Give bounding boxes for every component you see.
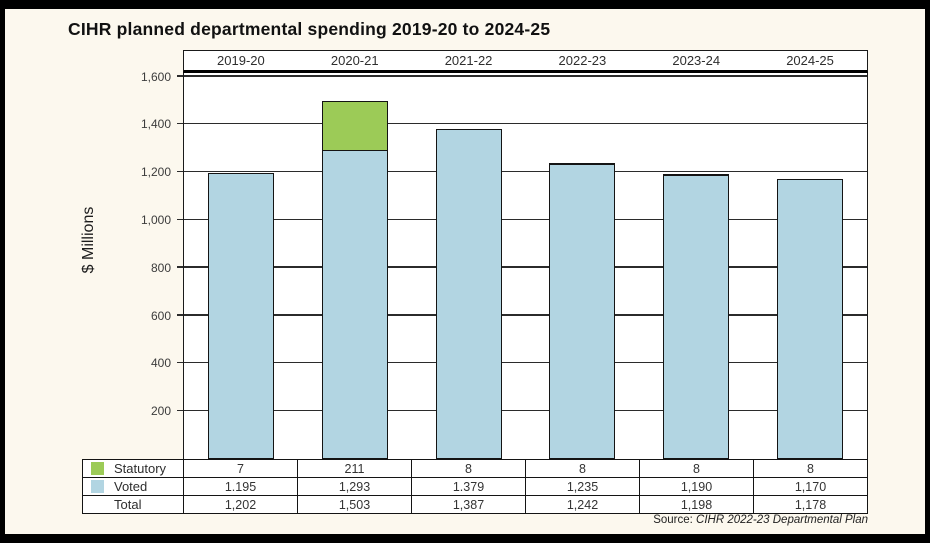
chart-title: CIHR planned departmental spending 2019-… bbox=[68, 19, 551, 39]
table-value-cell: 8 bbox=[639, 459, 754, 478]
y-tick-mark bbox=[177, 75, 183, 77]
gridline bbox=[184, 122, 867, 125]
voted-segment bbox=[435, 129, 502, 459]
y-tick-label: 400 bbox=[150, 356, 171, 371]
table-value-cell: 7 bbox=[183, 459, 298, 478]
x-axis-header: 2019-20 2020-21 2021-22 2022-23 2023-24 2024-… bbox=[183, 50, 868, 73]
y-tick-mark bbox=[177, 314, 183, 316]
table-row-total: Total 1,202 1,503 1,387 1,242 1,198 1,178 bbox=[82, 495, 868, 514]
table-value-cell: 1.195 bbox=[183, 477, 298, 496]
gridlines bbox=[184, 73, 867, 459]
x-axis-label: 2019-20 bbox=[217, 53, 265, 68]
y-tick-label: 1,000 bbox=[140, 213, 171, 227]
table-value-cell: 8 bbox=[753, 459, 868, 478]
bar-2024-25 bbox=[777, 178, 844, 459]
y-tick-mark bbox=[177, 266, 183, 268]
legend-cell: Voted bbox=[82, 477, 184, 496]
bar-column bbox=[184, 73, 298, 459]
bar-2021-22 bbox=[435, 129, 502, 459]
gridline bbox=[184, 314, 867, 316]
voted-segment bbox=[321, 149, 388, 459]
table-value-cell: 1,503 bbox=[297, 495, 412, 514]
bar-column bbox=[412, 73, 526, 459]
x-axis-label: 2022-23 bbox=[558, 53, 607, 68]
table-value-cell: 1.379 bbox=[411, 477, 526, 496]
gridline bbox=[184, 170, 867, 173]
voted-swatch bbox=[91, 480, 104, 493]
x-axis-label: 2024-25 bbox=[786, 53, 834, 68]
y-tick-label: 1,400 bbox=[140, 117, 171, 132]
table-value-cell: 1,242 bbox=[525, 495, 640, 514]
y-tick-label: 800 bbox=[150, 260, 171, 275]
voted-segment bbox=[549, 163, 616, 459]
source-note: Source: CIHR 2022-23 Departmental Plan bbox=[653, 514, 868, 526]
x-axis-label: 2021-22 bbox=[444, 53, 493, 68]
table-value-cell: 1,387 bbox=[411, 495, 526, 514]
gridline bbox=[184, 266, 867, 268]
bar-2023-24 bbox=[663, 174, 730, 459]
y-tick-label: 1,600 bbox=[140, 69, 171, 84]
data-table: Statutory 7 211 8 8 8 8 Voted 1.195 1,293 1.379 1,2… bbox=[82, 459, 868, 514]
table-value-cell: 1,178 bbox=[753, 495, 868, 514]
gridline bbox=[184, 75, 867, 77]
table-value-cell: 8 bbox=[411, 459, 526, 478]
bar-column bbox=[298, 73, 412, 459]
x-axis-label: 2023-24 bbox=[672, 53, 721, 68]
bar-2020-21 bbox=[321, 101, 388, 459]
statutory-segment bbox=[321, 101, 388, 152]
gridline bbox=[184, 361, 867, 364]
y-tick-mark bbox=[177, 361, 183, 364]
y-tick-mark bbox=[177, 122, 183, 125]
voted-segment bbox=[207, 173, 274, 459]
table-value-cell: 8 bbox=[525, 459, 640, 478]
statutory-swatch bbox=[91, 462, 104, 475]
y-tick-mark bbox=[177, 409, 183, 412]
table-value-cell: 1,202 bbox=[183, 495, 298, 514]
source-prefix: Source: bbox=[653, 514, 697, 526]
y-tick-mark bbox=[177, 218, 183, 220]
y-tick-label: 600 bbox=[150, 308, 171, 323]
y-tick-label: 200 bbox=[150, 404, 171, 419]
bar-2019-20 bbox=[207, 172, 274, 459]
bar-column bbox=[753, 73, 867, 459]
bars-layer bbox=[184, 73, 867, 459]
gridline bbox=[184, 409, 867, 412]
legend-label: Statutory bbox=[114, 461, 167, 476]
bar-column bbox=[525, 73, 639, 459]
bar-2022-23 bbox=[549, 163, 616, 459]
table-value-cell: 1,293 bbox=[297, 477, 412, 496]
table-value-cell: 1,170 bbox=[753, 477, 868, 496]
y-tick-mark bbox=[177, 170, 183, 173]
legend-cell: Statutory bbox=[82, 459, 184, 478]
x-axis-label: 2020-21 bbox=[330, 53, 379, 68]
table-row-voted: Voted 1.195 1,293 1.379 1,235 1,190 1,170 bbox=[82, 477, 868, 496]
legend-label: Voted bbox=[114, 479, 148, 494]
legend-cell: Total bbox=[82, 495, 184, 514]
gridline bbox=[184, 218, 867, 220]
y-axis: 200 400 600 800 1,000 1,200 1,400 1,600 bbox=[5, 69, 183, 459]
bar-column bbox=[639, 73, 753, 459]
table-value-cell: 211 bbox=[297, 459, 412, 478]
table-value-cell: 1,198 bbox=[639, 495, 754, 514]
voted-segment bbox=[777, 179, 844, 459]
plot-area bbox=[183, 73, 868, 459]
voted-segment bbox=[663, 174, 730, 459]
table-value-cell: 1,190 bbox=[639, 477, 754, 496]
legend-label: Total bbox=[114, 497, 142, 512]
table-row-statutory: Statutory 7 211 8 8 8 8 bbox=[82, 459, 868, 478]
source-reference: CIHR 2022-23 Departmental Plan bbox=[696, 514, 868, 526]
y-tick-label: 1,200 bbox=[140, 165, 171, 180]
table-value-cell: 1,235 bbox=[525, 477, 640, 496]
